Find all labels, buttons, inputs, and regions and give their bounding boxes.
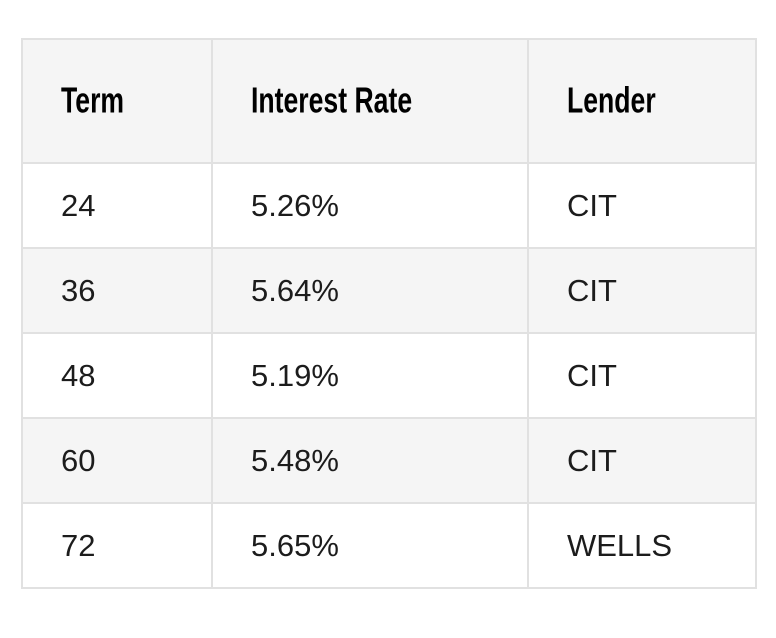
column-header-term-label: Term (61, 80, 125, 121)
column-header-term: Term (21, 38, 213, 164)
cell-term: 60 (21, 417, 213, 504)
column-header-lender-label: Lender (567, 80, 656, 121)
cell-interest-rate: 5.65% (211, 502, 529, 589)
cell-lender: CIT (527, 162, 757, 249)
cell-interest-rate: 5.26% (211, 162, 529, 249)
column-header-lender: Lender (527, 38, 757, 164)
header-row: Term Interest Rate Lender (21, 38, 757, 164)
cell-term: 48 (21, 332, 213, 419)
table-row: 36 5.64% CIT (21, 247, 757, 334)
cell-term: 24 (21, 162, 213, 249)
table-row: 48 5.19% CIT (21, 332, 757, 419)
column-header-interest-rate: Interest Rate (211, 38, 529, 164)
cell-interest-rate: 5.64% (211, 247, 529, 334)
column-header-interest-rate-label: Interest Rate (251, 80, 413, 121)
cell-lender: CIT (527, 417, 757, 504)
cell-term: 36 (21, 247, 213, 334)
table-row: 24 5.26% CIT (21, 162, 757, 249)
cell-term: 72 (21, 502, 213, 589)
table-row: 72 5.65% WELLS (21, 502, 757, 589)
cell-interest-rate: 5.19% (211, 332, 529, 419)
cell-lender: WELLS (527, 502, 757, 589)
table-body: 24 5.26% CIT 36 5.64% CIT 48 5.19% CIT 6… (21, 162, 757, 589)
cell-lender: CIT (527, 332, 757, 419)
table-header: Term Interest Rate Lender (21, 38, 757, 164)
cell-interest-rate: 5.48% (211, 417, 529, 504)
table-row: 60 5.48% CIT (21, 417, 757, 504)
cell-lender: CIT (527, 247, 757, 334)
loan-rates-table: Term Interest Rate Lender 24 5.26% CIT 3… (21, 38, 757, 589)
